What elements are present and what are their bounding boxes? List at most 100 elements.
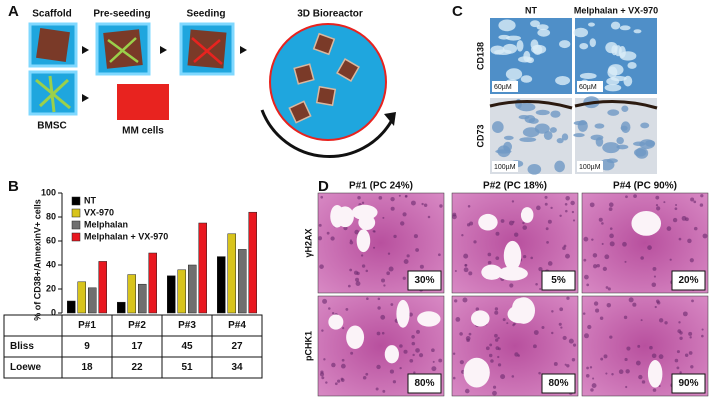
nucleus: [545, 227, 549, 231]
texture: [607, 109, 620, 116]
nucleus: [330, 236, 335, 241]
fat-cell: [417, 311, 441, 327]
nucleus: [416, 329, 420, 334]
nucleus: [492, 385, 497, 389]
panel-letter: A: [8, 3, 19, 20]
nucleus: [349, 240, 354, 245]
texture: [530, 20, 540, 28]
nucleus: [674, 358, 679, 363]
nucleus: [495, 338, 499, 342]
nucleus: [437, 253, 441, 257]
nucleus: [376, 364, 381, 370]
nucleus: [462, 297, 468, 303]
fat-cell: [647, 360, 663, 388]
nucleus: [357, 196, 361, 200]
nucleus: [432, 360, 435, 363]
texture: [490, 45, 505, 55]
texture: [516, 40, 524, 52]
nucleus: [431, 348, 435, 353]
fat-cell: [328, 314, 344, 330]
nucleus: [655, 204, 659, 207]
column-header: Melphalan + VX-970: [574, 5, 658, 15]
nucleus: [638, 374, 643, 380]
nucleus: [418, 353, 424, 358]
nucleus: [372, 230, 376, 233]
nucleus: [601, 222, 604, 225]
percent-box: [671, 373, 706, 394]
nucleus: [345, 307, 349, 311]
nucleus: [547, 219, 552, 224]
texture: [520, 75, 533, 83]
fat-cell: [356, 229, 371, 253]
nucleus: [489, 343, 493, 347]
nucleus: [427, 215, 431, 219]
nucleus: [320, 195, 324, 199]
nucleus: [656, 301, 661, 305]
nucleus: [676, 366, 680, 370]
fat-cell: [396, 299, 410, 328]
texture: [573, 133, 585, 138]
nucleus: [321, 329, 324, 332]
nucleus: [674, 207, 678, 211]
texture: [616, 137, 624, 145]
nucleus: [361, 201, 365, 205]
nucleus: [464, 388, 470, 394]
nucleus: [399, 344, 403, 348]
nucleus: [535, 282, 538, 286]
nucleus: [572, 343, 577, 347]
nucleus: [701, 334, 704, 338]
nucleus: [383, 284, 386, 287]
nucleus: [625, 385, 628, 389]
texture: [620, 121, 631, 133]
nucleus: [600, 357, 604, 361]
nucleus: [591, 238, 594, 241]
nucleus: [532, 344, 537, 349]
nucleus: [679, 371, 682, 374]
legend-swatch: [71, 220, 81, 230]
nucleus: [592, 264, 598, 269]
texture: [559, 40, 571, 49]
nucleus: [560, 326, 563, 329]
texture: [543, 130, 553, 140]
nucleus: [605, 372, 608, 375]
nucleus: [592, 253, 598, 258]
texture: [518, 115, 530, 120]
nucleus: [377, 306, 381, 310]
nucleus: [676, 350, 680, 354]
nucleus: [361, 264, 366, 268]
nucleus: [622, 241, 627, 247]
nucleus: [511, 200, 515, 203]
nucleus: [689, 336, 692, 339]
bar: [77, 281, 86, 314]
column-header: NT: [525, 5, 537, 15]
nucleus: [387, 252, 391, 255]
bar: [98, 261, 107, 314]
nucleus: [651, 353, 657, 359]
texture: [590, 134, 604, 141]
texture: [498, 19, 516, 32]
nucleus: [323, 358, 326, 361]
nucleus: [595, 308, 600, 313]
nucleus: [413, 371, 416, 374]
nucleus: [589, 202, 595, 208]
nucleus: [400, 221, 405, 226]
column-header: P#4 (PC 90%): [613, 181, 677, 192]
nucleus: [546, 240, 549, 244]
bar: [198, 222, 207, 314]
label: BMSC: [37, 121, 66, 132]
texture: [549, 127, 557, 133]
table-cell: Loewe: [10, 362, 42, 373]
nucleus: [487, 252, 492, 257]
texture: [589, 38, 596, 48]
nucleus: [618, 369, 624, 374]
column-header: P#2 (PC 18%): [483, 181, 547, 192]
nucleus: [691, 299, 694, 303]
nucleus: [381, 331, 385, 335]
legend-label: NT: [84, 195, 96, 205]
nucleus: [362, 375, 367, 380]
nucleus: [463, 267, 469, 273]
nucleus: [378, 195, 383, 200]
texture: [535, 109, 550, 116]
nucleus: [538, 371, 541, 375]
